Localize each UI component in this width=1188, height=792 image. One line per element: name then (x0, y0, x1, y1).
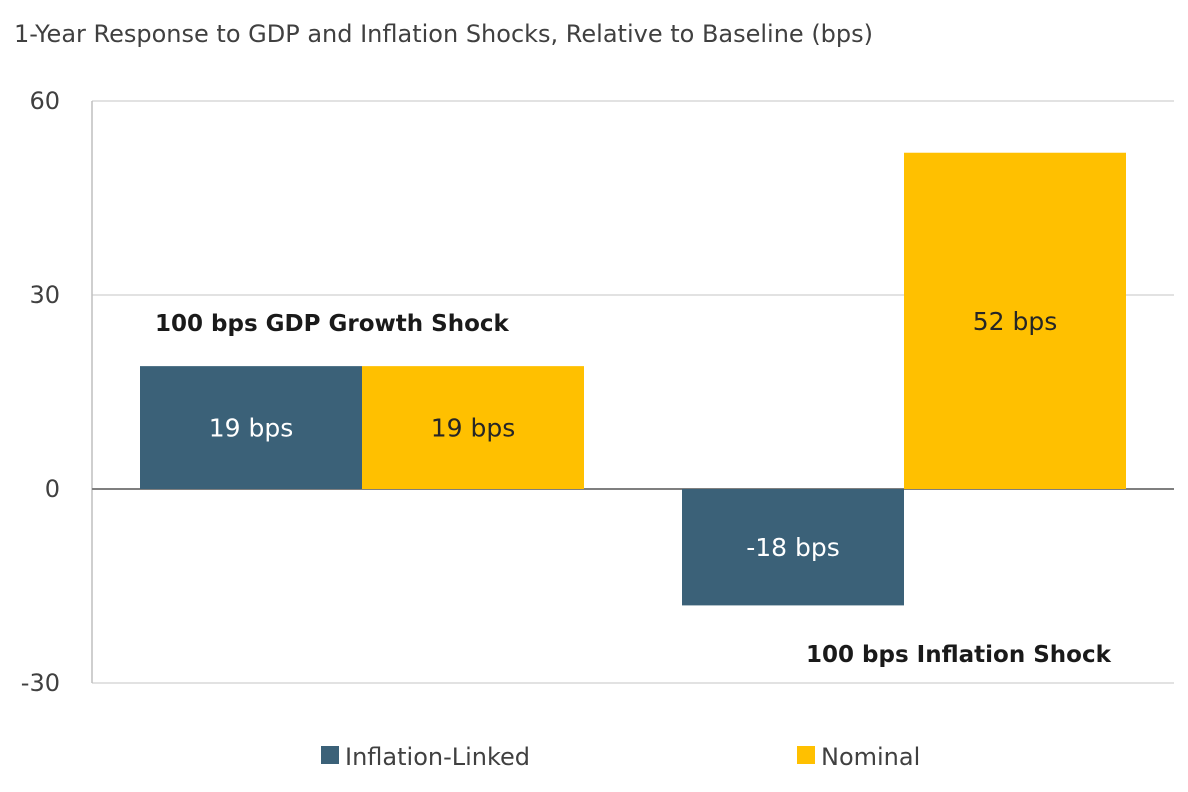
data-label: 19 bps (209, 414, 294, 443)
data-label: 19 bps (431, 414, 516, 443)
bar-inflation-linked (140, 366, 362, 489)
bar-nominal (904, 152, 1126, 489)
category-label: 100 bps Inflation Shock (806, 642, 1112, 668)
legend: Inflation-Linked Nominal (321, 743, 920, 771)
data-label: -18 bps (746, 533, 840, 562)
data-label: 52 bps (973, 307, 1058, 336)
y-tick-label: 30 (29, 281, 60, 309)
bars (140, 152, 1126, 606)
chart-title: 1-Year Response to GDP and Inflation Sho… (14, 20, 873, 48)
legend-label: Nominal (821, 743, 920, 771)
legend-label: Inflation-Linked (345, 743, 530, 771)
category-annotations: 100 bps GDP Growth Shock 100 bps Inflatio… (155, 311, 1112, 668)
category-label: 100 bps GDP Growth Shock (155, 311, 509, 337)
legend-item: Nominal (797, 743, 920, 771)
data-labels: 19 bps -18 bps 19 bps 52 bps (209, 307, 1058, 562)
y-tick-label: 0 (45, 475, 60, 503)
y-tick-label: 60 (29, 87, 60, 115)
legend-swatch (321, 746, 339, 764)
bar-inflation-linked (682, 489, 904, 606)
y-tick-label: -30 (21, 669, 60, 697)
legend-item: Inflation-Linked (321, 743, 530, 771)
bar-nominal (362, 366, 584, 489)
legend-swatch (797, 746, 815, 764)
